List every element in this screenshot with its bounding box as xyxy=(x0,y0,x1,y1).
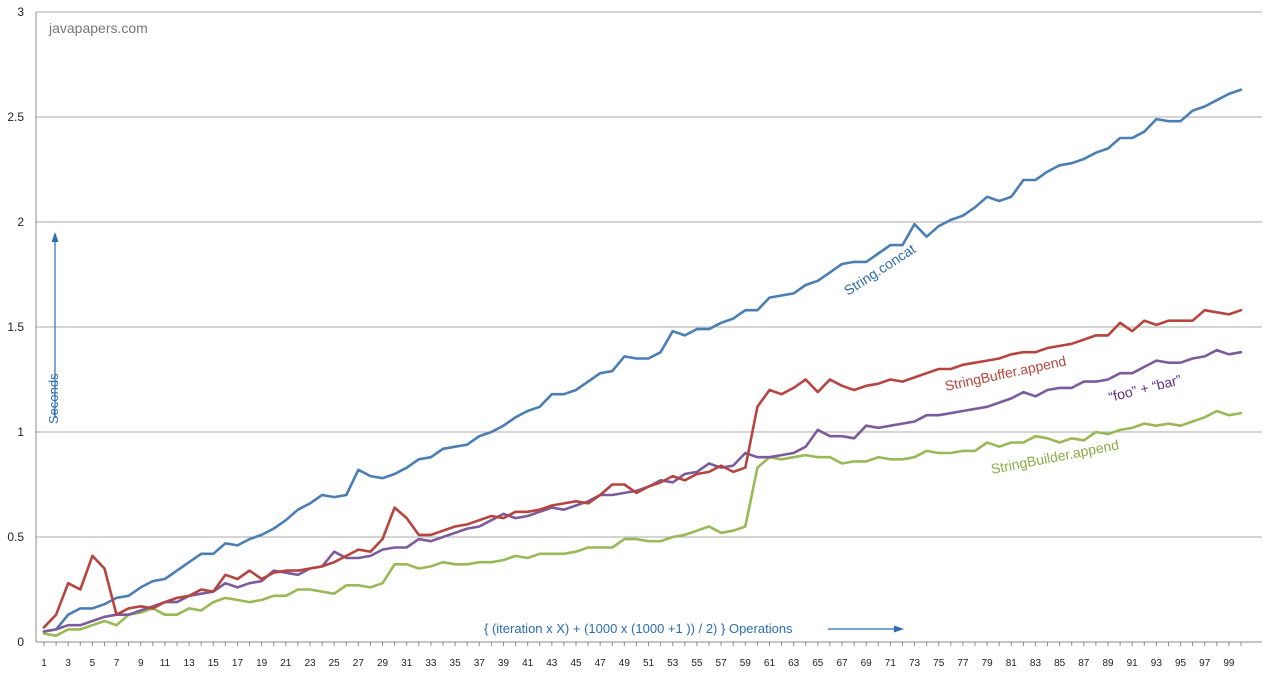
x-tick-label: 93 xyxy=(1151,658,1163,669)
x-tick-label: 53 xyxy=(667,658,679,669)
x-tick-label: 95 xyxy=(1175,658,1187,669)
x-tick-label: 85 xyxy=(1054,658,1066,669)
xlabel-text: { (iteration x X) + (1000 x (1000 +1 )) … xyxy=(484,621,793,636)
x-tick-label: 25 xyxy=(329,658,341,669)
series-line-stringbuilder-append xyxy=(42,409,1243,638)
watermark-text: javapapers.com xyxy=(48,20,148,36)
x-tick-label: 19 xyxy=(256,658,268,669)
gridlines xyxy=(35,11,1262,643)
x-tick-label: 13 xyxy=(184,658,196,669)
x-tick-label: 71 xyxy=(885,658,897,669)
x-tick-label: 77 xyxy=(957,658,969,669)
x-tick-label: 23 xyxy=(304,658,316,669)
x-tick-label: 61 xyxy=(764,658,776,669)
y-tick-label: 2.5 xyxy=(7,110,24,124)
x-tick-label: 47 xyxy=(595,658,607,669)
x-tick-label: 65 xyxy=(812,658,824,669)
x-tick-label: 37 xyxy=(474,658,486,669)
series-label-string-buffer: StringBuffer.append xyxy=(943,353,1067,394)
x-tick-label: 31 xyxy=(401,658,413,669)
y-tick-label: 0.5 xyxy=(7,530,24,544)
x-tick-label: 97 xyxy=(1199,658,1211,669)
x-tick-label: 3 xyxy=(65,658,71,669)
x-tick-label: 59 xyxy=(740,658,752,669)
x-tick-label: 5 xyxy=(90,658,96,669)
series-label-string-concat: String.concat xyxy=(841,241,918,299)
xlabel-annotation: { (iteration x X) + (1000 x (1000 +1 )) … xyxy=(484,621,904,636)
x-tick-label: 15 xyxy=(208,658,220,669)
x-tick-label: 17 xyxy=(232,658,244,669)
x-tick-label: 73 xyxy=(909,658,921,669)
x-tick-label: 99 xyxy=(1223,658,1235,669)
y-tick-label: 0 xyxy=(17,635,24,649)
x-tick-label: 67 xyxy=(836,658,848,669)
series-lines xyxy=(42,88,1243,638)
ylabel-arrow-head xyxy=(51,232,59,242)
x-tick-label: 81 xyxy=(1006,658,1018,669)
y-tick-label: 1 xyxy=(17,425,24,439)
x-tick-label: 41 xyxy=(522,658,534,669)
x-tick-label: 39 xyxy=(498,658,510,669)
x-tick-label: 55 xyxy=(691,658,703,669)
x-tick-label: 11 xyxy=(160,658,171,669)
x-tick-label: 35 xyxy=(450,658,462,669)
x-tick-label: 1 xyxy=(41,658,47,669)
series-line-string-concat xyxy=(42,88,1243,633)
y-tick-label: 1.5 xyxy=(7,320,24,334)
x-tick-label: 21 xyxy=(280,658,292,669)
x-tick-label: 63 xyxy=(788,658,800,669)
x-tick-label: 87 xyxy=(1078,658,1090,669)
x-tick-label: 83 xyxy=(1030,658,1042,669)
x-tick-label: 33 xyxy=(425,658,437,669)
y-axis-ticks: 0 0.5 1 1.5 2 2.5 3 xyxy=(7,5,24,649)
x-tick-label: 69 xyxy=(861,658,873,669)
x-tick-label: 79 xyxy=(982,658,994,669)
x-tick-label: 49 xyxy=(619,658,631,669)
x-tick-label: 75 xyxy=(933,658,945,669)
y-tick-label: 2 xyxy=(17,215,24,229)
xlabel-arrow-head xyxy=(894,625,904,633)
series-line-stringbuffer-append xyxy=(42,308,1243,629)
x-tick-label: 27 xyxy=(353,658,365,669)
x-tick-label: 9 xyxy=(138,658,144,669)
x-tick-label: 29 xyxy=(377,658,389,669)
series-label-foo-bar: “foo” + “bar” xyxy=(1107,371,1183,405)
x-tick-label: 7 xyxy=(114,658,120,669)
x-tick-label: 43 xyxy=(546,658,558,669)
x-tick-label: 57 xyxy=(716,658,728,669)
x-tick-label: 45 xyxy=(570,658,582,669)
y-tick-label: 3 xyxy=(17,5,24,19)
x-axis-ticks: 1 3 5 7 9 11 13 15 17 19 21 23 25 27 29 31 33 35 37 39 41 43 4… xyxy=(41,642,1242,669)
x-tick-label: 91 xyxy=(1127,658,1139,669)
x-tick-label: 51 xyxy=(643,658,655,669)
ylabel-annotation: Seconds xyxy=(46,232,61,424)
x-tick-label: 89 xyxy=(1102,658,1114,669)
ylabel-text: Seconds xyxy=(46,373,61,424)
